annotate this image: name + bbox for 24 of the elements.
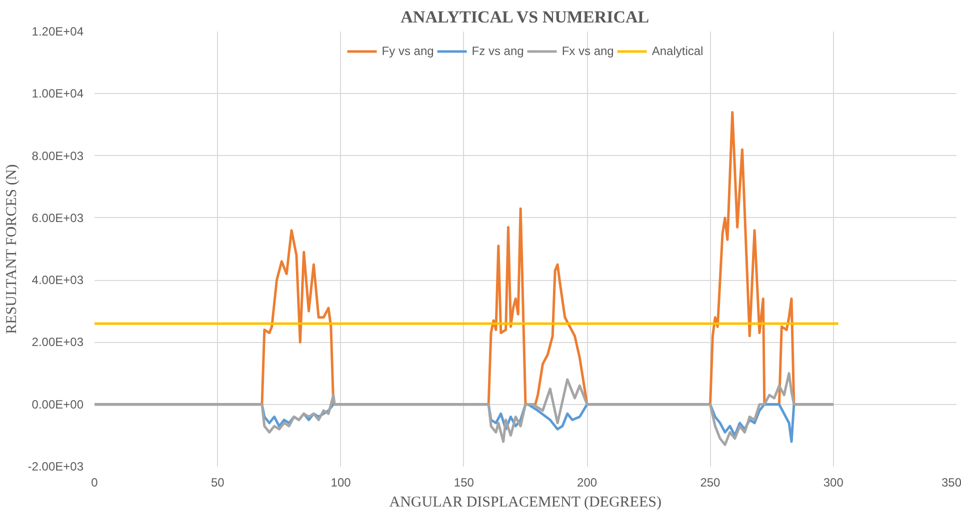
y-tick-label: -2.00E+03 — [28, 460, 84, 474]
y-axis-title: RESULTANT FORCES (N) — [4, 164, 20, 334]
legend-label: Fy vs ang — [382, 44, 434, 58]
x-tick-label: 300 — [823, 476, 844, 490]
y-tick-label: 2.00E+03 — [32, 335, 84, 350]
x-tick-label: 150 — [454, 476, 474, 490]
y-tick-label: 6.00E+03 — [32, 210, 84, 225]
x-tick-label: 100 — [330, 476, 352, 490]
y-tick-label: 1.20E+04 — [32, 24, 84, 38]
x-tick-label: 50 — [210, 476, 225, 490]
x-tick-label: 350 — [941, 476, 961, 490]
y-tick-label: 8.00E+03 — [32, 148, 84, 163]
legend-label: Fz vs ang — [472, 44, 524, 58]
x-tick-label: 0 — [91, 476, 98, 490]
legend-label: Fx vs ang — [562, 44, 614, 58]
y-tick-label: 0.00E+00 — [32, 397, 84, 412]
y-tick-label: 1.00E+04 — [32, 86, 84, 101]
line-series — [94, 372, 835, 446]
legend-label: Analytical — [652, 44, 704, 58]
chart-title: ANALYTICAL VS NUMERICAL — [400, 8, 650, 26]
x-tick-label: 250 — [700, 476, 721, 490]
x-axis-title: ANGULAR DISPLACEMENT (DEGREES) — [389, 494, 662, 510]
y-tick-label: 4.00E+03 — [32, 273, 84, 288]
x-tick-label: 200 — [577, 476, 598, 490]
